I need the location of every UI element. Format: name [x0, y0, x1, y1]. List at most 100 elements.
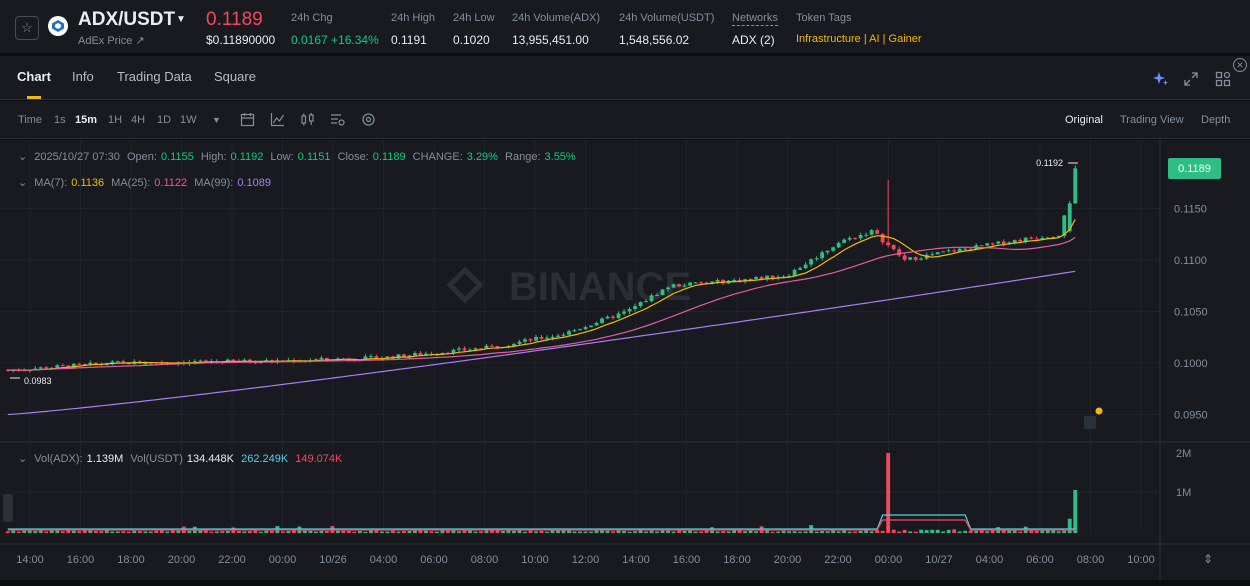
pair-selector[interactable]: ADX/USDT — [78, 9, 176, 30]
volume-bar — [88, 530, 93, 533]
candle-type-icon[interactable] — [300, 112, 316, 128]
interval-dropdown-icon[interactable]: ▼ — [212, 115, 221, 125]
token-tags-links[interactable]: Infrastructure | AI | Gainer — [796, 33, 922, 45]
volume-bar — [82, 530, 87, 533]
candle-body — [203, 360, 208, 362]
tab-info[interactable]: Info — [72, 69, 94, 84]
volume-bar — [594, 530, 599, 533]
volume-bar — [473, 531, 478, 533]
price-axis-label: 0.0950 — [1174, 410, 1208, 422]
stat-value[interactable]: ADX (2) — [732, 33, 775, 47]
candlestick-chart[interactable]: 0.1150 0.1100 0.1050 0.1000 0.0950 14:00 16:00… — [0, 140, 1250, 580]
candle-body — [324, 357, 329, 360]
candle-body — [787, 275, 792, 277]
volume-bar — [176, 530, 181, 533]
interval-1s[interactable]: 1s — [54, 114, 66, 126]
candle-body — [996, 241, 1001, 244]
tab-chart[interactable]: Chart — [17, 69, 51, 84]
interval-1d[interactable]: 1D — [157, 114, 172, 126]
collapse-chevron-icon[interactable]: ⌄ — [18, 177, 28, 189]
volume-bar — [528, 530, 533, 533]
candle-body — [1056, 235, 1061, 238]
interval-1h[interactable]: 1H — [108, 114, 123, 126]
volume-bar — [253, 529, 258, 533]
view-depth[interactable]: Depth — [1201, 114, 1231, 126]
layout-grid-icon[interactable] — [1214, 70, 1232, 88]
interval-15m[interactable]: 15m — [75, 114, 98, 126]
vol-ma2-value: 149.074K — [295, 453, 343, 465]
candle-body — [49, 367, 54, 369]
view-original[interactable]: Original — [1065, 114, 1103, 126]
candle-body — [979, 245, 984, 247]
candle-body — [44, 367, 49, 369]
time-axis-label: 06:00 — [420, 554, 448, 566]
candle-body — [567, 331, 571, 335]
candle-body — [165, 362, 170, 364]
candle-body — [941, 251, 946, 253]
price-axis-label: 0.1050 — [1174, 307, 1208, 319]
indicators-icon[interactable] — [270, 112, 286, 128]
candle-body — [842, 239, 847, 243]
volume-bar — [479, 531, 483, 533]
time-axis-label: 10:00 — [1127, 554, 1155, 566]
stat-value: 0.1020 — [453, 33, 490, 47]
calendar-icon[interactable] — [240, 112, 256, 128]
volume-bar — [743, 531, 748, 533]
interval-1w[interactable]: 1W — [180, 114, 197, 126]
stat-value: 0.0167 +16.34% — [291, 33, 379, 47]
time-axis-label: 16:00 — [673, 554, 701, 566]
candle-body — [407, 355, 412, 358]
candle-body — [638, 302, 643, 307]
volume-bar — [258, 531, 263, 533]
ai-sparkle-icon[interactable] — [1152, 70, 1170, 88]
tab-trading-data[interactable]: Trading Data — [117, 69, 192, 84]
volume-bar — [5, 531, 10, 533]
tab-square[interactable]: Square — [214, 69, 256, 84]
volume-bar — [754, 531, 759, 533]
candle-body — [930, 254, 935, 256]
volume-bar — [935, 529, 940, 533]
favorite-star-button[interactable]: ☆ — [15, 16, 39, 40]
candle-body — [313, 359, 318, 361]
caret-down-icon[interactable]: ▼ — [176, 14, 186, 25]
ma7-value: 0.1136 — [71, 177, 105, 189]
legend-low-label: Low: — [270, 151, 294, 163]
stat-networks[interactable]: Networks ADX (2) — [732, 12, 778, 47]
expand-icon[interactable] — [1182, 70, 1200, 88]
collapse-chevron-icon[interactable]: ⌄ — [18, 151, 28, 163]
volume-bar — [737, 530, 742, 533]
candle-body — [864, 234, 869, 236]
candle-body — [710, 281, 715, 283]
collapse-chevron-icon[interactable]: ⌄ — [18, 453, 28, 465]
candle-body — [875, 230, 880, 234]
candle-body — [831, 247, 836, 251]
chart-settings-icon[interactable] — [330, 112, 346, 128]
volume-bar — [22, 530, 27, 533]
price-axis-label: 0.1150 — [1174, 204, 1207, 216]
price-axis-label: 0.1000 — [1174, 358, 1208, 370]
close-icon[interactable]: ✕ — [1233, 58, 1247, 72]
coin-price-link[interactable]: AdEx Price ↗ — [78, 35, 145, 47]
candle-body — [836, 242, 841, 248]
time-axis-label: 14:00 — [622, 554, 650, 566]
volume-bar — [132, 530, 137, 533]
interval-4h[interactable]: 4H — [131, 114, 146, 126]
volume-bar — [93, 531, 98, 533]
volume-bar — [291, 530, 296, 533]
candle-body — [115, 361, 120, 363]
target-settings-icon[interactable] — [361, 112, 377, 128]
volume-bar — [60, 531, 65, 533]
chart-area[interactable]: 0.1150 0.1100 0.1050 0.1000 0.0950 14:00 16:00… — [0, 140, 1250, 580]
candle-body — [578, 329, 582, 331]
candle-body — [803, 264, 808, 269]
candle-body — [594, 322, 599, 326]
candle-body — [847, 237, 852, 240]
candle-body — [611, 316, 615, 318]
volume-bar — [567, 529, 571, 533]
view-trading-view[interactable]: Trading View — [1120, 114, 1184, 126]
stat-24h-volume-usdt: 24h Volume(USDT) 1,548,556.02 — [619, 12, 714, 47]
volume-bar — [440, 530, 445, 533]
volume-bar — [545, 531, 549, 533]
legend-close: 0.1189 — [372, 151, 406, 163]
ma99-value: 0.1089 — [237, 177, 271, 189]
